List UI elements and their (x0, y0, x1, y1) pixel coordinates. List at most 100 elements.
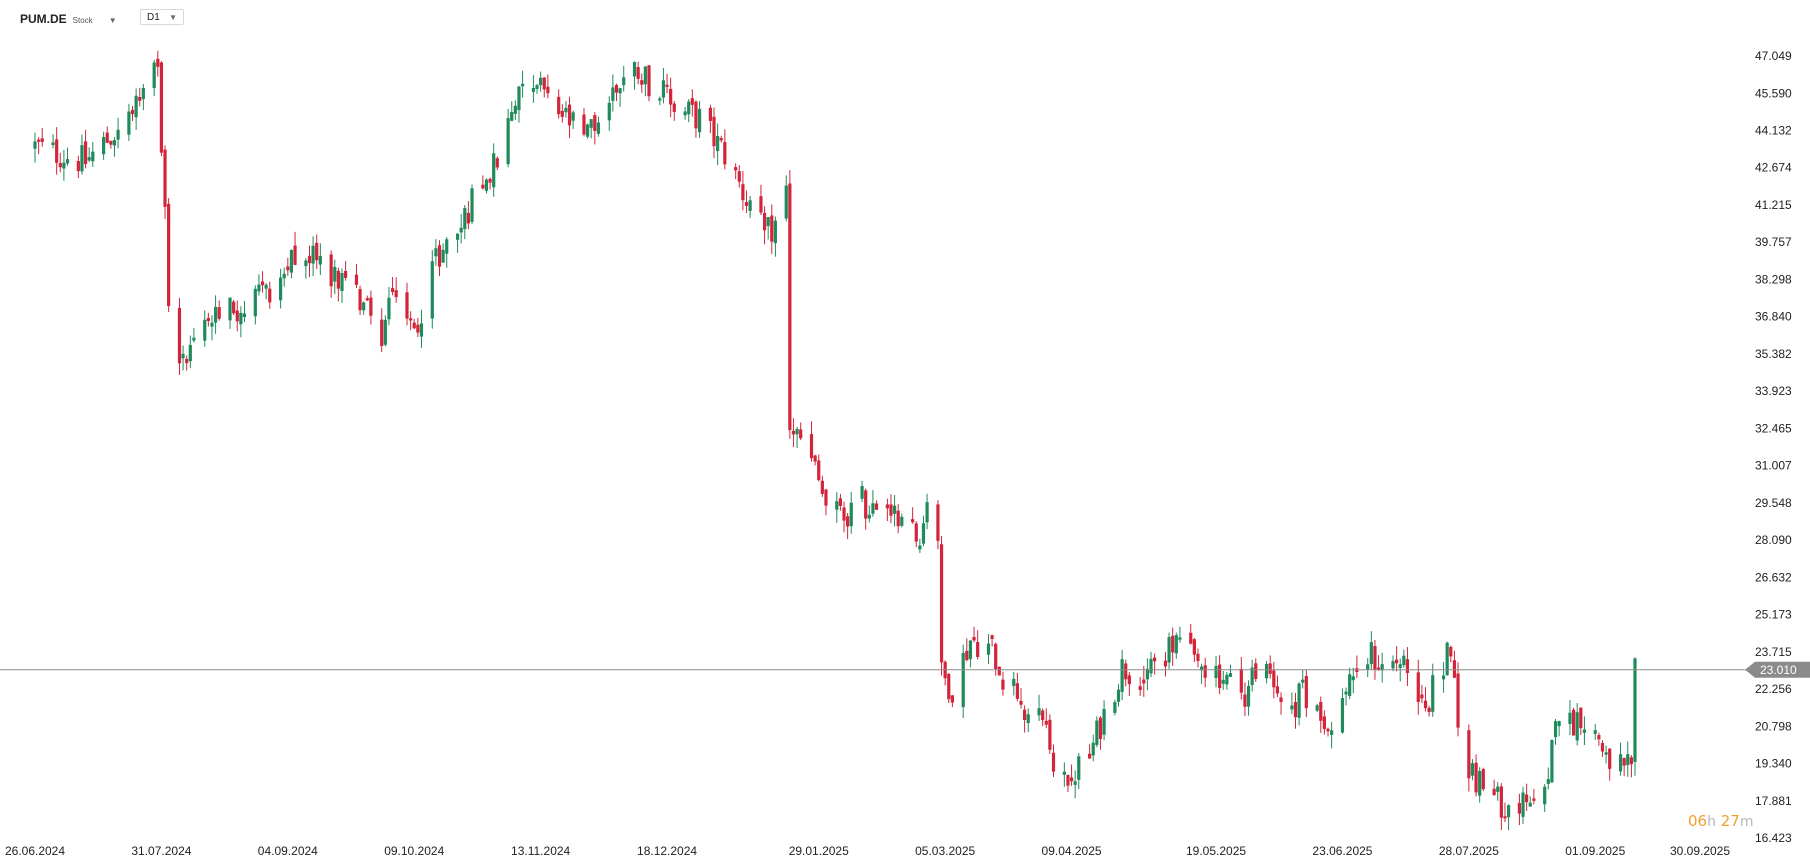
candle-up (1174, 635, 1178, 654)
y-tick-label: 33.923 (1755, 384, 1792, 398)
candle-up (766, 217, 770, 227)
candle-down (950, 695, 954, 703)
y-tick-label: 28.090 (1755, 533, 1792, 547)
candle-down (1069, 777, 1074, 782)
candle-up (192, 337, 196, 341)
y-tick-label: 26.632 (1755, 570, 1792, 584)
candle-down (799, 429, 803, 439)
timeframe-selector[interactable]: D1 ▼ (140, 9, 184, 25)
y-tick-label: 39.757 (1755, 235, 1792, 249)
candle-up (643, 66, 647, 85)
candle-down (268, 288, 272, 303)
candle-up (531, 87, 536, 92)
candle-up (658, 98, 662, 101)
candle-up (1116, 689, 1121, 702)
candle-up (1250, 667, 1254, 686)
candle-down (972, 637, 976, 641)
candle-up (596, 122, 601, 134)
candle-up (1470, 763, 1475, 776)
candle-down (380, 319, 384, 347)
candle-down (1203, 665, 1207, 678)
y-tick-label: 31.007 (1755, 459, 1792, 473)
candle-up (102, 137, 106, 155)
candle-up (188, 344, 192, 362)
candle-down (235, 310, 239, 322)
candle-up (492, 153, 496, 188)
candle-up (1340, 698, 1345, 733)
candle-up (333, 266, 337, 282)
candle-down (614, 85, 619, 93)
candle-up (860, 486, 864, 499)
candle-down (156, 58, 160, 67)
candle-down (466, 212, 471, 224)
x-tick-label: 23.06.2025 (1312, 844, 1372, 858)
candle-down (217, 307, 221, 319)
candle-up (210, 322, 214, 327)
candle-down (813, 455, 817, 462)
candle-up (434, 248, 438, 257)
candle-up (362, 302, 366, 311)
candle-up (661, 80, 666, 98)
symbol-selector[interactable]: PUM.DE Stock ▼ (20, 12, 117, 26)
candle-up (1199, 666, 1204, 671)
candle-up (773, 220, 778, 244)
y-tick-label: 47.049 (1755, 49, 1792, 63)
candle-up (141, 87, 145, 99)
candle-up (51, 142, 55, 146)
x-tick-label: 04.09.2024 (258, 844, 318, 858)
candle-down (495, 158, 499, 168)
candle-down (1481, 769, 1485, 790)
candle-down (788, 183, 792, 431)
candle-down (864, 490, 868, 519)
candle-up (1398, 664, 1402, 669)
candle-down (83, 141, 88, 165)
candle-down (737, 171, 741, 182)
candle-up (607, 102, 611, 121)
candle-down (1571, 709, 1576, 736)
candle-down (1153, 657, 1157, 662)
symbol-type: Stock (72, 16, 93, 25)
chart-toolbar: PUM.DE Stock ▼ D1 ▼ (0, 0, 1810, 34)
candle-down (1127, 675, 1131, 685)
candle-up (1077, 756, 1081, 780)
candle-down (1319, 701, 1323, 721)
symbol-name: PUM.DE (20, 12, 67, 26)
candle-up (1167, 637, 1171, 663)
candle-down (1239, 668, 1243, 693)
candle-down (846, 516, 850, 527)
candle-up (506, 118, 510, 165)
y-tick-label: 16.423 (1755, 831, 1792, 845)
candle-down (723, 141, 727, 165)
candle-down (177, 307, 182, 364)
chevron-down-icon[interactable]: ▼ (169, 12, 177, 22)
candle-down (55, 139, 59, 163)
candle-up (318, 256, 322, 265)
candle-up (513, 105, 517, 114)
candle-down (936, 504, 940, 541)
y-tick-label: 45.590 (1755, 86, 1792, 100)
candle-down (809, 434, 814, 459)
candle-down (669, 88, 673, 105)
candle-down (640, 80, 644, 85)
chevron-down-icon[interactable]: ▼ (108, 16, 117, 25)
candle-up (589, 119, 593, 128)
candle-up (278, 277, 283, 301)
candle-down (1597, 735, 1601, 740)
candle-up (264, 284, 268, 289)
candle-down (329, 254, 333, 287)
y-tick-label: 19.340 (1755, 757, 1792, 771)
candle-down (965, 650, 969, 661)
candle-up (687, 101, 691, 115)
current-price-tag (1745, 661, 1810, 678)
candle-down (1517, 802, 1522, 814)
candle-down (307, 255, 312, 264)
candle-up (1546, 779, 1550, 784)
candle-down (582, 114, 586, 135)
candle-up (1618, 754, 1623, 772)
candle-down (130, 109, 135, 115)
candle-down (390, 288, 395, 292)
candle-down (1189, 632, 1193, 644)
candle-up (340, 272, 344, 292)
candle-down (1499, 786, 1503, 818)
